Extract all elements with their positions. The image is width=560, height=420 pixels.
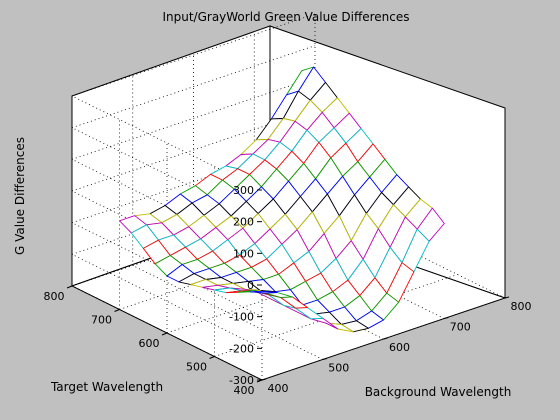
- wall-grid-line: [71, 108, 316, 192]
- wall-grid-line: [71, 13, 316, 97]
- z-tick-label: 300: [233, 184, 254, 197]
- x-tick-label: 500: [328, 362, 349, 375]
- x-tick-label: 800: [511, 300, 532, 313]
- tick-labels: 400 500 600 700 800 400 500 600 700 800 -300 -200 -1…: [44, 184, 532, 397]
- y-tick-label: 500: [186, 361, 207, 374]
- z-tick-label: 200: [233, 216, 254, 229]
- z-tick-label: 100: [233, 247, 254, 260]
- floor-grid-line: [132, 265, 323, 360]
- y-tick-label: 600: [139, 337, 160, 350]
- chart-title: Input/GrayWorld Green Value Differences: [162, 10, 409, 24]
- wall-grid-line: [71, 95, 263, 191]
- surface-mesh: [119, 66, 445, 333]
- z-axis-label: G Value Differences: [13, 137, 27, 255]
- y-tick-label: 800: [44, 290, 65, 303]
- x-tick-mark: [261, 378, 267, 381]
- x-tick-label: 700: [450, 321, 471, 334]
- y-tick-mark: [66, 285, 73, 289]
- z-tick-label: -300: [229, 374, 254, 387]
- wall-grid-line: [71, 158, 263, 254]
- y-tick-mark: [114, 309, 120, 312]
- wall-grid-line: [71, 76, 316, 160]
- x-tick-mark: [383, 337, 388, 340]
- wall-grid-line: [71, 285, 263, 381]
- z-tick-label: -100: [229, 311, 254, 324]
- x-axis-label: Background Wavelength: [365, 385, 512, 399]
- x-tick-label: 600: [389, 341, 410, 354]
- wall-grid-line: [71, 253, 263, 349]
- x-tick-mark: [322, 358, 327, 360]
- x-tick-mark: [444, 317, 449, 319]
- y-axis-label: Target Wavelength: [50, 380, 163, 394]
- y-tick-label: 400: [234, 384, 255, 397]
- z-tick-label: -200: [229, 342, 254, 355]
- wall-grid-line: [71, 45, 316, 129]
- x-tick-mark: [504, 296, 510, 299]
- y-tick-label: 700: [91, 314, 112, 327]
- wall-grid-line: [71, 140, 316, 224]
- surface-patch: [249, 290, 278, 294]
- z-tick-label: 0: [247, 279, 254, 292]
- x-tick-label: 400: [268, 382, 289, 395]
- y-tick-mark: [209, 356, 215, 359]
- wall-grid-line: [71, 190, 263, 286]
- wall-grid-line: [71, 127, 263, 223]
- wall-grid-line: [71, 222, 263, 318]
- y-tick-mark: [161, 332, 168, 336]
